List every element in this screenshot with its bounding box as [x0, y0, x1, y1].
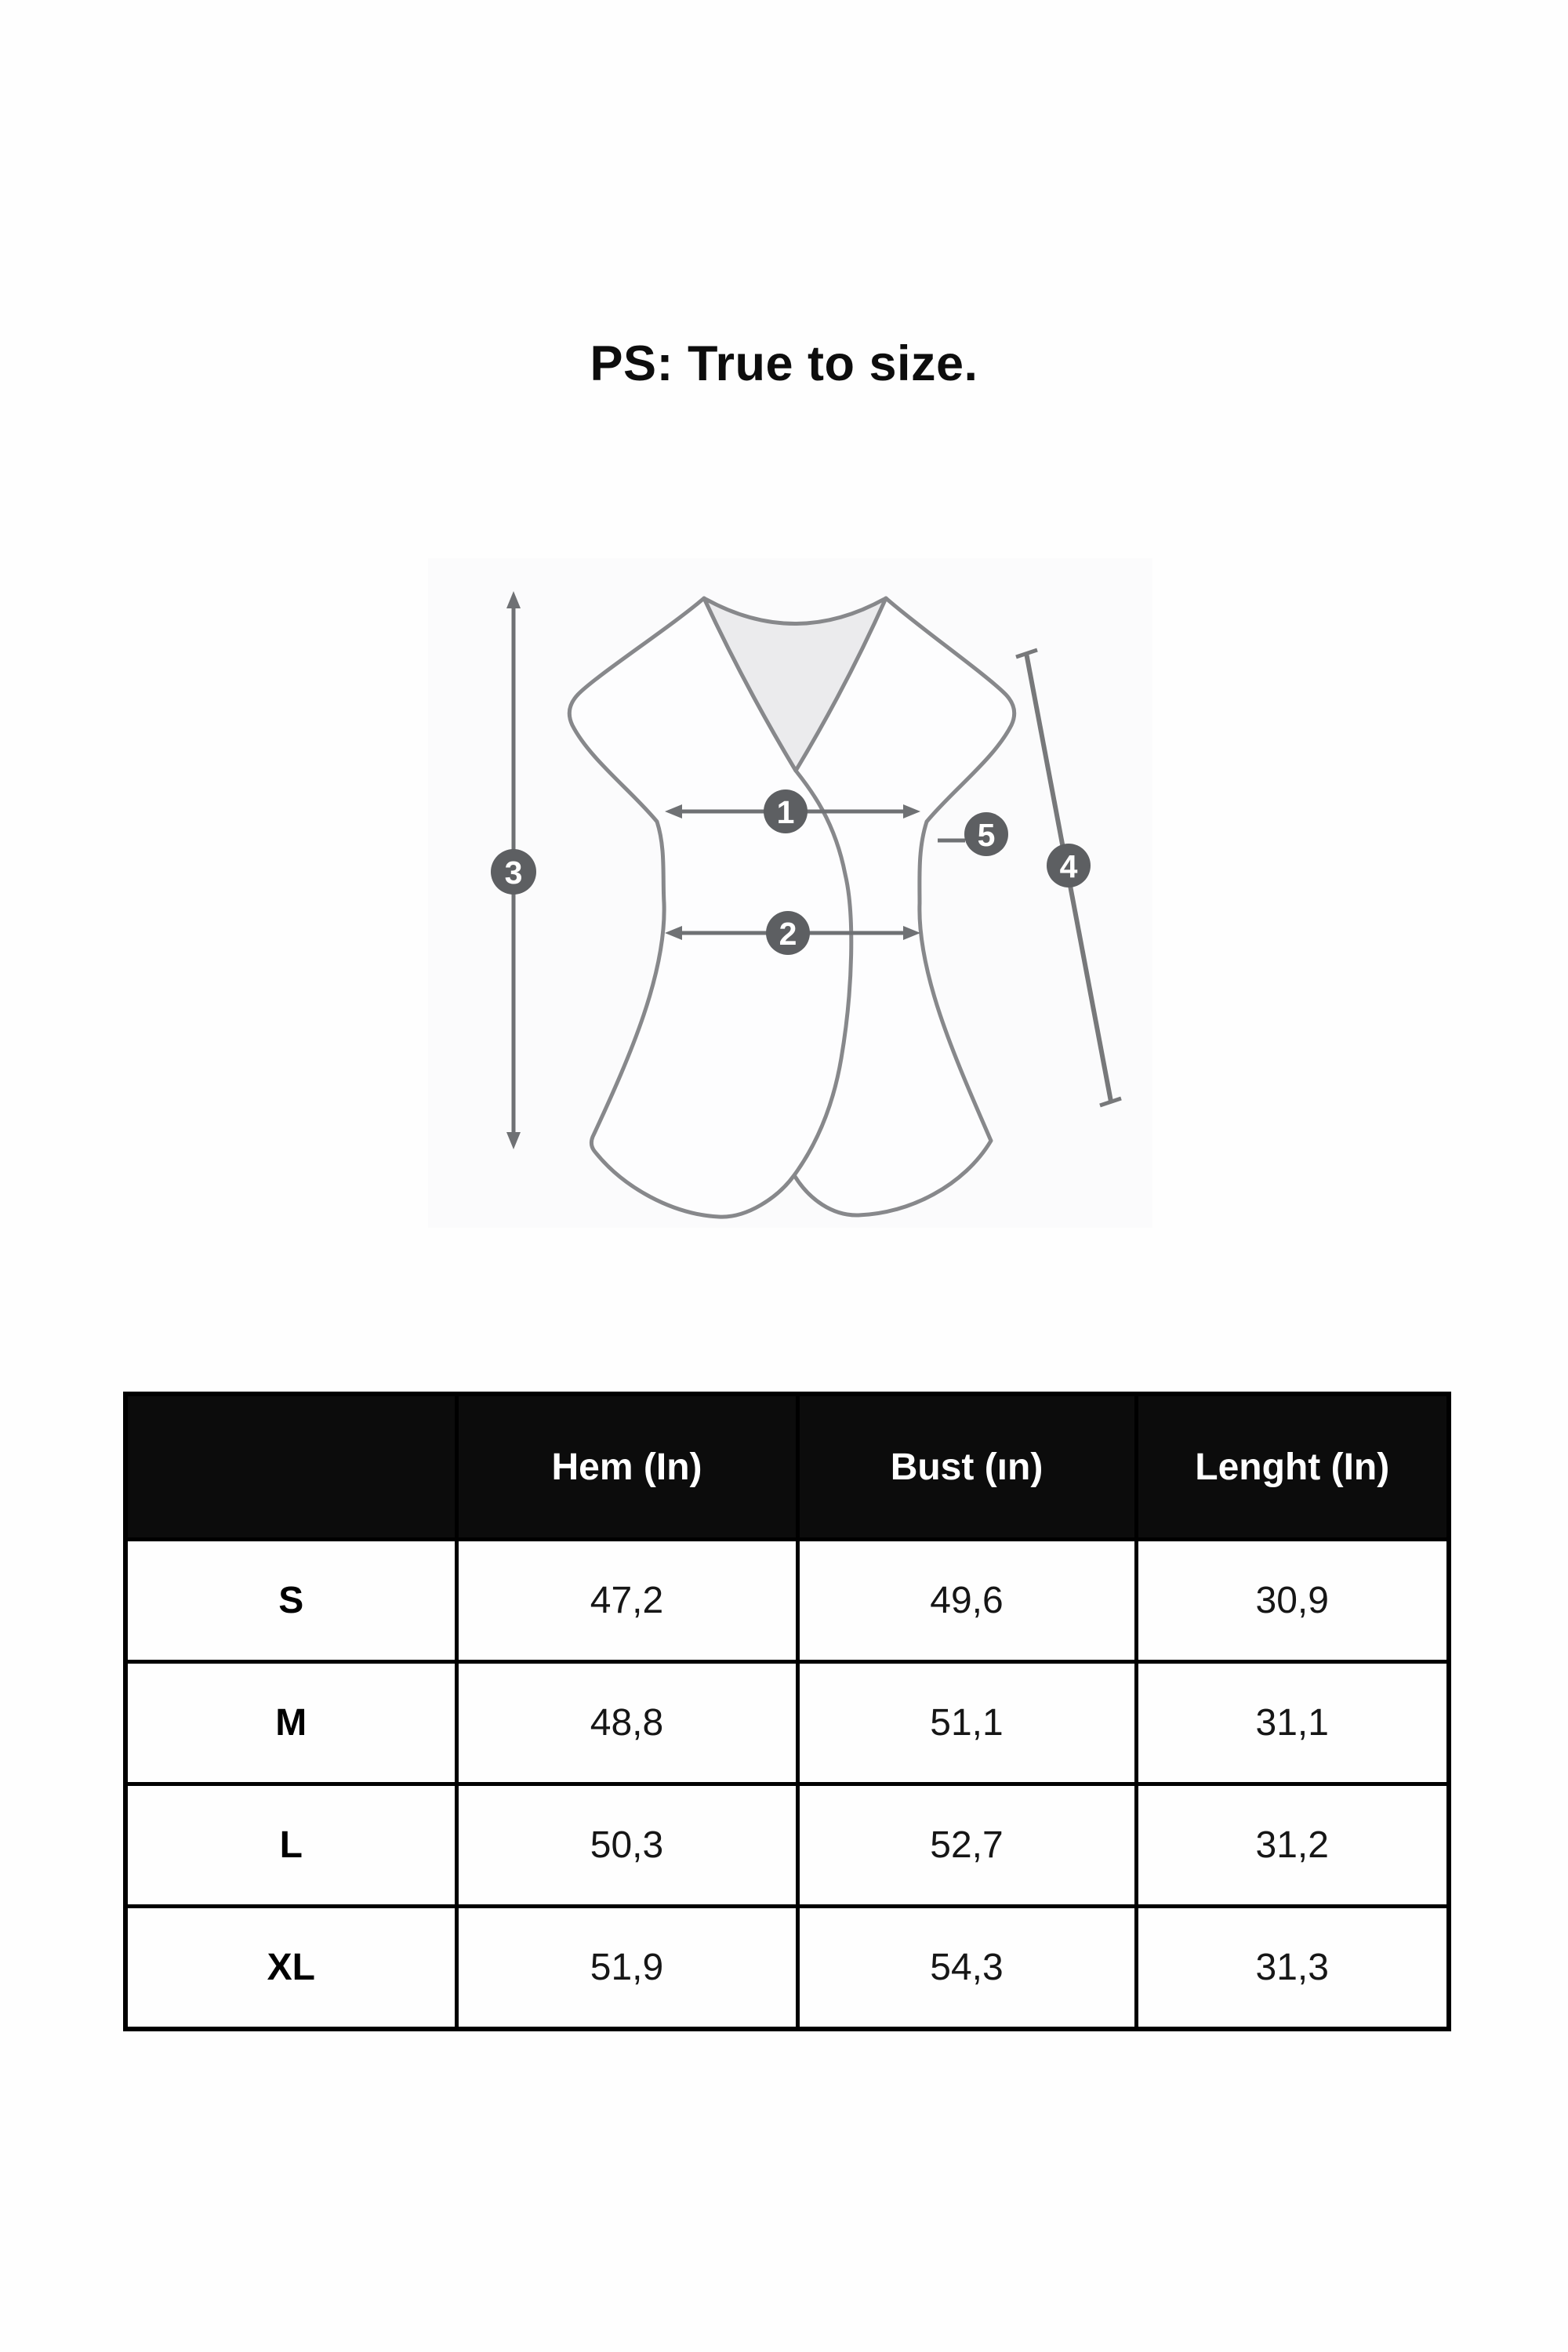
bust-value: 52,7 — [795, 1782, 1138, 1908]
garment-left-panel — [567, 596, 854, 1219]
garment-neck-opening — [702, 596, 888, 773]
page-title: PS: True to size. — [590, 336, 978, 391]
hem-value: 50,3 — [454, 1782, 800, 1908]
hem-value: 48,8 — [454, 1660, 800, 1786]
marker-circles: 1 2 3 4 5 — [491, 789, 1091, 955]
marker-label-4: 4 — [1060, 848, 1078, 884]
size-label: S — [123, 1537, 459, 1664]
hem-value: 51,9 — [454, 1904, 800, 2031]
length-value: 31,2 — [1134, 1782, 1451, 1908]
table-row-l: L 50,3 52,7 31,2 — [123, 1782, 1451, 1908]
header-cell-bust: Bust (ın) — [795, 1392, 1138, 1541]
table-row-xl: XL 51,9 54,3 31,3 — [123, 1904, 1451, 2031]
table-row-s: S 47,2 49,6 30,9 — [123, 1537, 1451, 1664]
header-cell-length: Lenght (In) — [1134, 1392, 1451, 1541]
garment-right-panel-outline — [792, 596, 1017, 1218]
marker-circle-2 — [766, 911, 810, 955]
length-value: 31,3 — [1134, 1904, 1451, 2031]
marker-label-5: 5 — [978, 817, 996, 853]
marker-label-3: 3 — [505, 855, 523, 891]
bust-value: 54,3 — [795, 1904, 1138, 2031]
marker-label-1: 1 — [777, 794, 795, 830]
marker-label-2: 2 — [779, 916, 797, 952]
marker-circle-5 — [964, 812, 1008, 856]
garment-right-panel — [794, 598, 1014, 1216]
size-label: XL — [123, 1904, 459, 2031]
length-value: 30,9 — [1134, 1537, 1451, 1664]
bust-value: 49,6 — [795, 1537, 1138, 1664]
size-label: L — [123, 1782, 459, 1908]
marker-circle-4 — [1047, 844, 1091, 887]
length-value: 31,1 — [1134, 1660, 1451, 1786]
header-cell-blank — [123, 1392, 459, 1541]
marker-circle-1 — [764, 789, 808, 833]
bust-value: 51,1 — [795, 1660, 1138, 1786]
hem-value: 47,2 — [454, 1537, 800, 1664]
size-chart-header-row: Hem (In) Bust (ın) Lenght (In) — [123, 1392, 1451, 1541]
marker-circle-3 — [491, 849, 536, 895]
size-chart-table: Hem (In) Bust (ın) Lenght (In) S 47,2 49… — [123, 1392, 1451, 2031]
size-label: M — [123, 1660, 459, 1786]
table-row-m: M 48,8 51,1 31,1 — [123, 1660, 1451, 1786]
header-cell-hem: Hem (In) — [454, 1392, 800, 1541]
